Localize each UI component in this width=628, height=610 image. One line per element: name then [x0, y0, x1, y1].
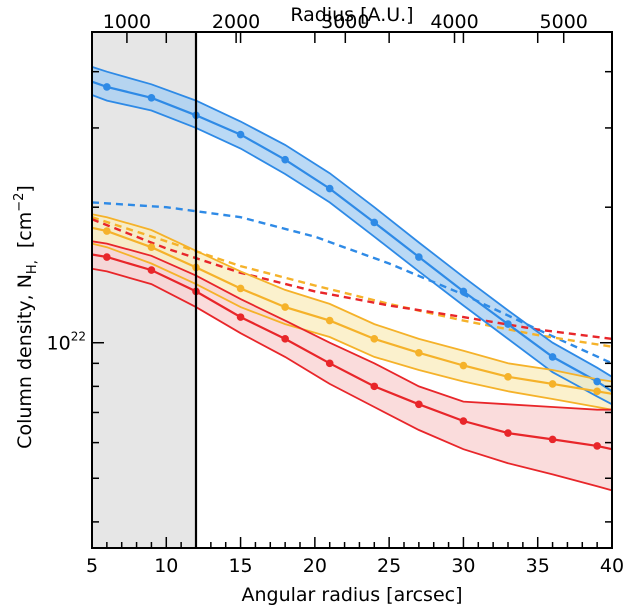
series-1-marker-6 [370, 335, 379, 343]
x-tick-label-6: 35 [526, 555, 550, 577]
series-1-marker-3 [236, 284, 245, 293]
series-2-marker-7 [415, 400, 423, 409]
tick-labels: 5 10 15 20 25 30 35 40 1000 2000 3000 4000 5000 1022 [47, 11, 625, 577]
axis-ticks [91, 32, 613, 548]
series-1-marker-5 [325, 316, 334, 325]
series-0-marker-10 [548, 353, 557, 361]
series-1-dashed-line [91, 216, 613, 348]
series-1-marker-4 [281, 303, 289, 311]
dashed-curves [91, 201, 613, 365]
series-2-lower-line [91, 267, 613, 492]
series-0-marker-8 [459, 287, 468, 296]
series-0-marker-3 [236, 130, 245, 139]
y-axis-label-main: Column density, N [14, 274, 36, 449]
plot-frame [91, 31, 613, 549]
series-2-marker-9 [504, 429, 512, 437]
series-2-dashed-line [91, 218, 613, 341]
series-1-upper-line [91, 213, 613, 383]
series-0-marker-5 [325, 184, 334, 193]
x-tick-label-1: 10 [154, 555, 178, 577]
series-0-marker-7 [415, 253, 423, 261]
series-0-band [92, 66, 612, 405]
series-1-marker-8 [459, 361, 468, 370]
series-2-band [92, 241, 612, 491]
series-0-marker-11 [593, 377, 601, 386]
x-tick-label-3: 20 [303, 555, 327, 577]
series-1-lower-line [91, 242, 613, 411]
series-2-marker-8 [459, 417, 468, 425]
x-tick-label-5: 30 [451, 555, 475, 577]
series-0-marker-1 [147, 93, 156, 102]
series-1-marker-0 [103, 227, 111, 235]
top-axis-tick-label-1: 2000 [212, 11, 260, 33]
y-axis-label-unit-close: ] [14, 185, 36, 192]
series-2-marker-0 [103, 253, 111, 261]
series-1-marker-11 [593, 387, 601, 396]
y-axis-label-unit: [cm [14, 212, 36, 248]
x-tick-label-0: 5 [86, 555, 98, 577]
x-tick-label-7: 40 [600, 555, 624, 577]
series-0-dashed-line [91, 201, 613, 365]
series-1-marker-7 [415, 348, 423, 357]
series-0-marker-6 [370, 218, 379, 227]
series-2-marker-5 [325, 359, 334, 368]
y-tick-label-1e22: 1022 [47, 330, 86, 355]
top-axis-tick-label-4: 5000 [540, 11, 588, 33]
series-0-center-line [91, 80, 613, 393]
top-axis-tick-label-2: 3000 [321, 11, 369, 33]
series-0-lower-line [91, 94, 613, 406]
series-1-marker-1 [147, 243, 156, 252]
series-0-marker-0 [103, 83, 111, 91]
series-2-marker-4 [281, 335, 289, 343]
y-axis-label-subscript: H, [25, 260, 40, 274]
series-2-upper-line [91, 240, 612, 411]
x-axis-label: Angular radius [arcsec] [241, 584, 462, 606]
series-0-marker-4 [281, 155, 289, 164]
y-axis-label: Column density, NH, [cm−2] [12, 185, 40, 449]
series-0-marker-9 [504, 320, 512, 328]
series-2-marker-11 [593, 442, 601, 450]
x-tick-label-2: 15 [228, 555, 252, 577]
series-2-marker-6 [370, 382, 379, 391]
series-0-upper-line [91, 66, 613, 378]
x-tick-label-4: 25 [377, 555, 401, 577]
series-1-marker-9 [504, 373, 512, 381]
series-markers [103, 83, 601, 450]
series-1-center-line [91, 226, 613, 395]
series-2-center-line [91, 253, 613, 451]
top-axis-tick-label-0: 1000 [103, 11, 151, 33]
series-1-marker-10 [548, 380, 557, 388]
series-2-marker-1 [147, 266, 156, 274]
series-2-marker-3 [236, 313, 245, 321]
top-axis-label: Radius [A.U.] [290, 4, 413, 26]
y-axis-label-unit-exponent: −2 [12, 193, 27, 212]
series-2-marker-10 [548, 435, 557, 444]
top-axis-tick-label-3: 4000 [430, 11, 478, 33]
series-lines [91, 66, 613, 492]
